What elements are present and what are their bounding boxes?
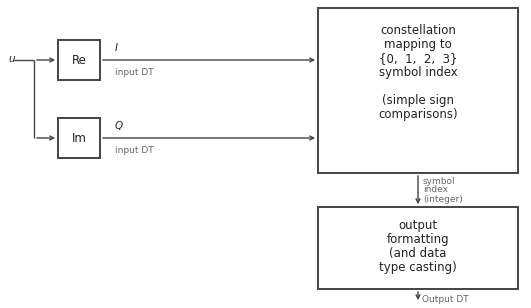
Text: input DT: input DT <box>115 146 153 155</box>
Text: index: index <box>423 185 448 194</box>
Text: formatting: formatting <box>387 233 449 246</box>
Text: constellation: constellation <box>380 24 456 37</box>
Text: Output DT: Output DT <box>422 295 469 304</box>
Text: output: output <box>398 219 438 232</box>
Text: Q: Q <box>115 121 123 131</box>
Bar <box>318 207 518 289</box>
Text: symbol index: symbol index <box>379 66 457 79</box>
Text: type casting): type casting) <box>379 261 457 274</box>
Text: symbol: symbol <box>423 176 456 185</box>
Text: mapping to: mapping to <box>384 38 452 51</box>
Text: input DT: input DT <box>115 68 153 77</box>
Text: {0,  1,  2,  3}: {0, 1, 2, 3} <box>379 52 457 65</box>
Text: Re: Re <box>72 54 87 67</box>
Text: I: I <box>115 43 118 53</box>
Bar <box>58 118 100 158</box>
Text: comparisons): comparisons) <box>378 108 458 121</box>
Text: (simple sign: (simple sign <box>382 94 454 107</box>
Bar <box>318 8 518 173</box>
Text: u: u <box>8 54 15 64</box>
Text: (integer): (integer) <box>423 194 463 204</box>
Text: Im: Im <box>72 132 87 144</box>
Text: (and data: (and data <box>389 247 447 260</box>
Bar <box>58 40 100 80</box>
